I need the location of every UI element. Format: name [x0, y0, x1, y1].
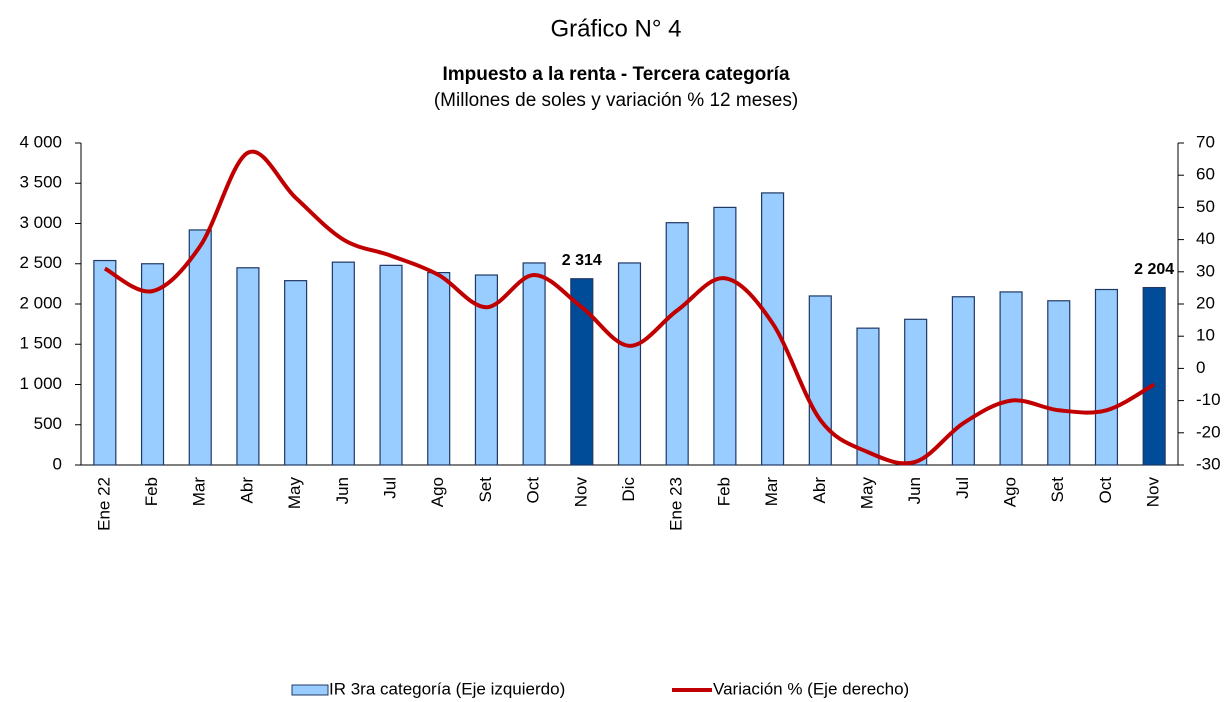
bar	[379, 264, 403, 466]
y-tick-label: 2 500	[19, 253, 62, 272]
x-tick-label: Ago	[1001, 477, 1020, 507]
x-tick-label: Ago	[428, 477, 447, 507]
x-tick-label: Oct	[1096, 477, 1115, 504]
y-tick-label: 500	[34, 414, 62, 433]
chart-note: (Millones de soles y variación % 12 mese…	[434, 90, 798, 111]
y2-tick-label: 10	[1196, 326, 1215, 345]
x-tick-label: Mar	[762, 477, 781, 507]
x-tick-label: Feb	[142, 477, 161, 506]
bar	[808, 295, 832, 466]
value-label: 2 314	[562, 252, 602, 269]
bar	[1142, 286, 1166, 466]
x-tick-label: Jul	[953, 477, 972, 499]
y-tick-label: 0	[53, 454, 62, 473]
chart-subtitle: Impuesto a la renta - Tercera categoría	[442, 64, 789, 85]
y2-tick-label: 30	[1196, 261, 1215, 280]
x-tick-label: Jul	[381, 477, 400, 499]
bar	[951, 296, 975, 466]
legend-swatch	[291, 684, 329, 696]
bar	[904, 318, 928, 466]
x-tick-label: Nov	[1144, 477, 1163, 508]
y-tick-label: 4 000	[19, 132, 62, 151]
bar	[93, 259, 117, 466]
y2-tick-label: 70	[1196, 132, 1215, 151]
x-tick-label: Jun	[905, 477, 924, 504]
legend-label: Variación % (Eje derecho)	[713, 679, 909, 698]
bar	[331, 261, 355, 466]
x-tick-label: Ene 22	[94, 477, 113, 531]
bar	[665, 222, 689, 466]
bar	[999, 291, 1023, 466]
bar	[1094, 288, 1119, 466]
y-tick-label: 3 500	[19, 173, 62, 192]
x-tick-label: Feb	[714, 477, 733, 506]
x-tick-label: Abr	[237, 477, 256, 504]
x-tick-label: Dic	[619, 477, 638, 502]
y2-tick-label: -30	[1196, 454, 1221, 473]
x-tick-label: May	[285, 477, 304, 510]
bar	[188, 229, 212, 466]
bar	[522, 262, 546, 466]
bar	[570, 278, 594, 466]
bar	[427, 272, 451, 466]
line	[103, 149, 1156, 466]
bar	[761, 192, 785, 466]
y2-tick-label: 50	[1196, 197, 1215, 216]
y2-tick-label: 20	[1196, 293, 1215, 312]
bar	[617, 262, 642, 466]
x-tick-label: Mar	[190, 477, 209, 507]
bar	[856, 327, 880, 466]
value-label: 2 204	[1134, 261, 1174, 278]
x-tick-label: Set	[476, 477, 495, 503]
x-tick-label: Ene 23	[667, 477, 686, 531]
y-tick-label: 2 000	[19, 293, 62, 312]
y2-tick-label: 60	[1196, 165, 1215, 184]
bar	[474, 274, 498, 466]
x-tick-label: Nov	[571, 477, 590, 508]
y-tick-label: 3 000	[19, 213, 62, 232]
bar	[713, 206, 737, 466]
bar	[284, 280, 308, 466]
x-tick-label: Set	[1048, 477, 1067, 503]
x-tick-label: Jun	[333, 477, 352, 504]
y2-tick-label: 0	[1196, 358, 1205, 377]
bar	[1047, 300, 1071, 466]
y2-tick-label: -20	[1196, 422, 1221, 441]
y2-tick-label: -10	[1196, 390, 1221, 409]
bar	[140, 263, 165, 466]
chart-title: Gráfico N° 4	[551, 15, 682, 42]
bar	[236, 267, 260, 466]
legend-label: IR 3ra categoría (Eje izquierdo)	[329, 679, 565, 698]
x-tick-label: May	[857, 477, 876, 510]
x-tick-label: Abr	[810, 477, 829, 504]
y-tick-label: 1 500	[19, 334, 62, 353]
x-tick-label: Oct	[524, 477, 543, 504]
y-tick-label: 1 000	[19, 374, 62, 393]
y2-tick-label: 40	[1196, 229, 1215, 248]
